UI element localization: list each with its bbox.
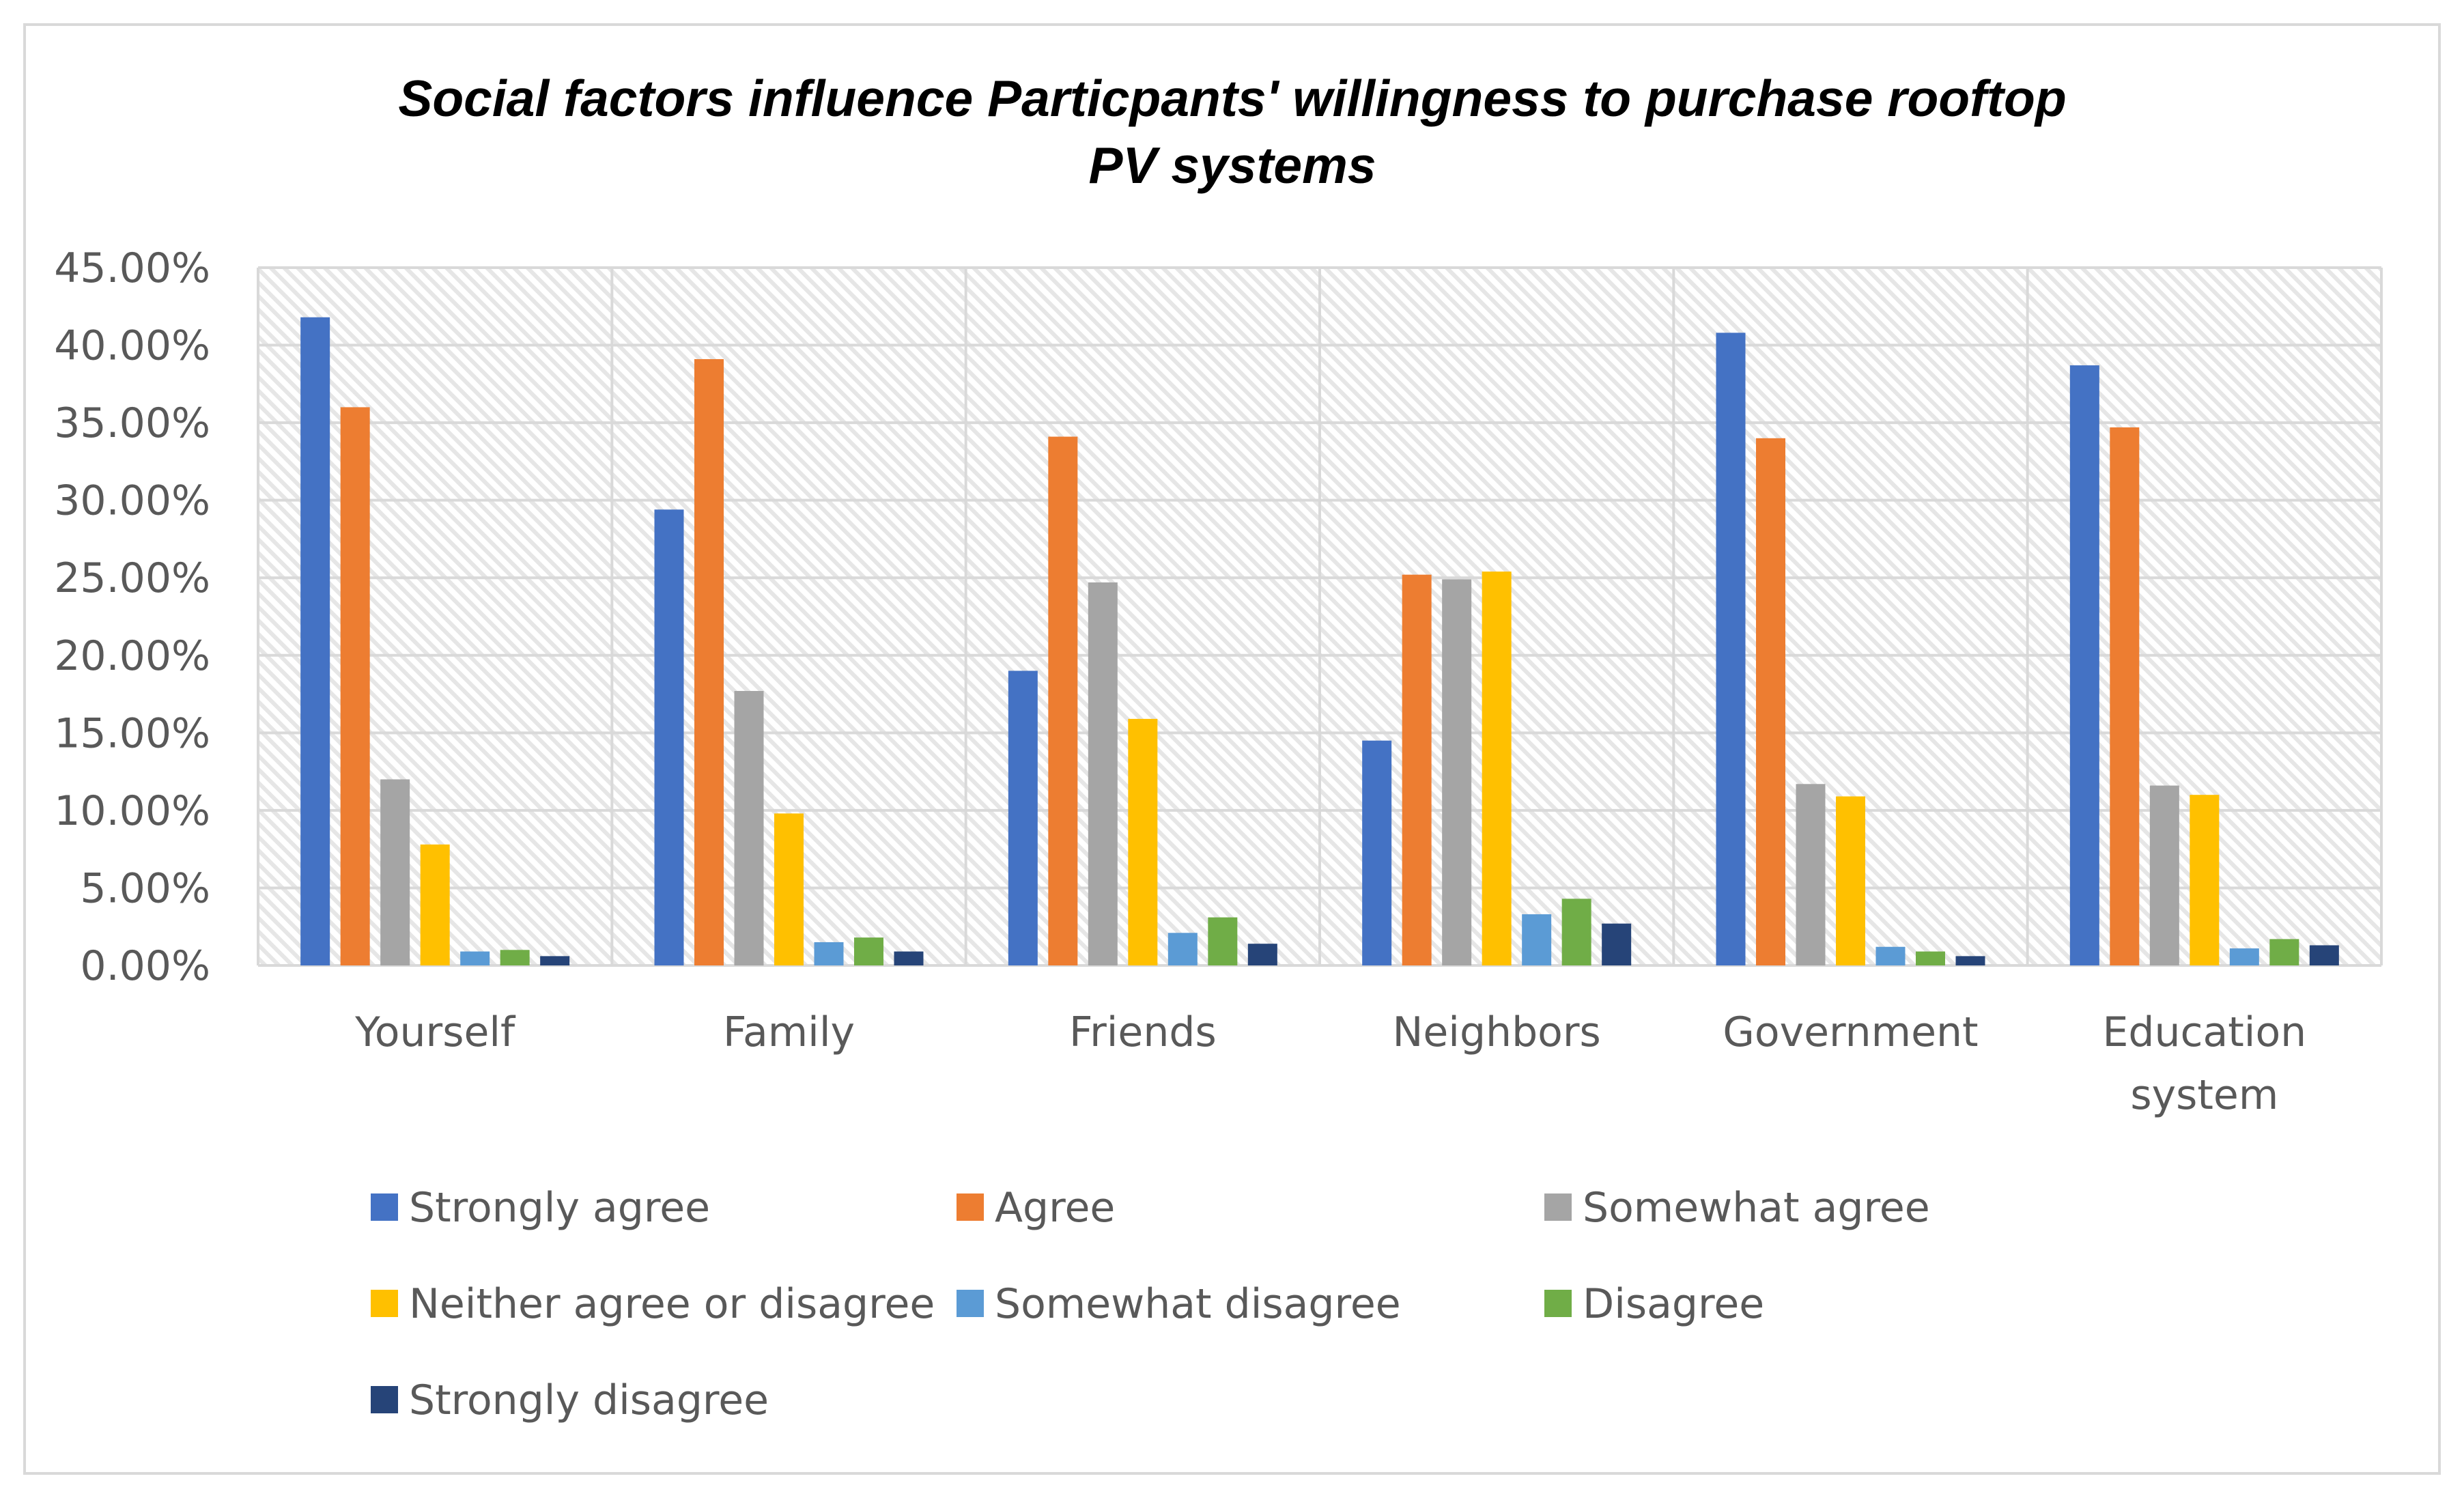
bar [460, 951, 490, 965]
y-tick-label: 25.00% [54, 554, 210, 602]
legend-label: Disagree [1583, 1280, 1764, 1328]
legend-swatch [371, 1290, 398, 1317]
bar [1208, 917, 1238, 965]
bar [380, 779, 410, 965]
bar [1048, 436, 1078, 965]
bar [300, 317, 330, 966]
x-category-label: Government [1723, 1008, 1978, 1056]
bar [694, 358, 724, 965]
y-tick-label: 5.00% [80, 864, 210, 912]
bar [1522, 914, 1552, 965]
x-category-label: Family [723, 1008, 855, 1056]
legend-item: Agree [957, 1184, 1115, 1232]
bar [1482, 571, 1512, 965]
bar [734, 691, 764, 965]
bar [1875, 946, 1906, 965]
legend-swatch [957, 1290, 984, 1317]
bar [1955, 956, 1985, 965]
legend-item: Strongly disagree [371, 1376, 769, 1424]
legend-item: Somewhat disagree [957, 1280, 1401, 1328]
bar [1128, 718, 1158, 965]
legend-label: Strongly agree [409, 1184, 710, 1232]
bar [1796, 784, 1826, 965]
bar [1916, 951, 1945, 965]
y-tick-label: 45.00% [54, 244, 210, 292]
chart-title-line: Social factors influence Particpants' wi… [398, 70, 2066, 127]
y-tick-label: 15.00% [54, 709, 210, 757]
bar [1008, 670, 1038, 965]
gridlines [257, 266, 2383, 967]
y-axis-tick-labels: 0.00% 5.00% 10.00% 15.00% 20.00% 25.00% 30.00%… [54, 244, 210, 990]
bars [300, 317, 2339, 966]
legend-label: Somewhat agree [1583, 1184, 1930, 1232]
bar [500, 950, 530, 965]
x-category-label: Neighbors [1393, 1008, 1601, 1056]
legend-item: Disagree [1544, 1280, 1764, 1328]
y-tick-label: 35.00% [54, 399, 210, 447]
bar [1716, 333, 1746, 965]
bar [774, 813, 804, 965]
bar [1247, 944, 1277, 965]
bar [1602, 923, 1632, 965]
legend-item: Neither agree or disagree [371, 1280, 935, 1328]
legend-swatch [371, 1386, 398, 1413]
legend-swatch [1544, 1193, 1572, 1221]
bar [1836, 796, 1865, 965]
bar [1088, 582, 1118, 965]
bar [814, 942, 844, 965]
bar [2069, 365, 2099, 965]
y-tick-label: 0.00% [80, 942, 210, 990]
legend-label: Strongly disagree [409, 1376, 769, 1424]
legend-swatch [957, 1193, 984, 1221]
x-category-label: Friends [1069, 1008, 1217, 1056]
y-tick-label: 20.00% [54, 632, 210, 680]
bar [540, 956, 570, 965]
bar [1561, 899, 1591, 965]
bar [2269, 939, 2299, 965]
bar [2309, 945, 2339, 965]
y-tick-label: 40.00% [54, 322, 210, 370]
legend-swatch [1544, 1290, 1572, 1317]
bar [894, 951, 924, 965]
bar [2149, 785, 2179, 965]
chart-title: Social factors influence Particpants' wi… [398, 70, 2066, 194]
bar [1756, 438, 1785, 965]
bar [854, 937, 883, 965]
legend-label: Neither agree or disagree [409, 1280, 935, 1328]
bar [420, 844, 450, 965]
bar [340, 407, 370, 965]
x-category-label: Yourself [354, 1008, 516, 1056]
legend-item: Strongly agree [371, 1184, 710, 1232]
bar [2110, 427, 2140, 965]
x-category-label: Education [2102, 1008, 2306, 1056]
y-tick-label: 30.00% [54, 477, 210, 525]
bar [1167, 933, 1198, 965]
x-category-label: system [2130, 1071, 2278, 1119]
bar [1402, 574, 1432, 965]
chart-title-line: PV systems [1088, 137, 1376, 194]
bar [2190, 795, 2220, 965]
bar [654, 509, 684, 965]
legend-label: Somewhat disagree [995, 1280, 1401, 1328]
bar [2229, 948, 2259, 965]
legend-item: Somewhat agree [1544, 1184, 1930, 1232]
legend: Strongly agree Agree Somewhat agree Neither… [371, 1184, 1930, 1424]
x-axis-category-labels: Yourself Family Friends Neighbors Government… [354, 1008, 2306, 1119]
bar [1362, 740, 1392, 965]
legend-swatch [371, 1193, 398, 1221]
legend-label: Agree [995, 1184, 1115, 1232]
bar [1442, 579, 1472, 965]
y-tick-label: 10.00% [54, 787, 210, 835]
